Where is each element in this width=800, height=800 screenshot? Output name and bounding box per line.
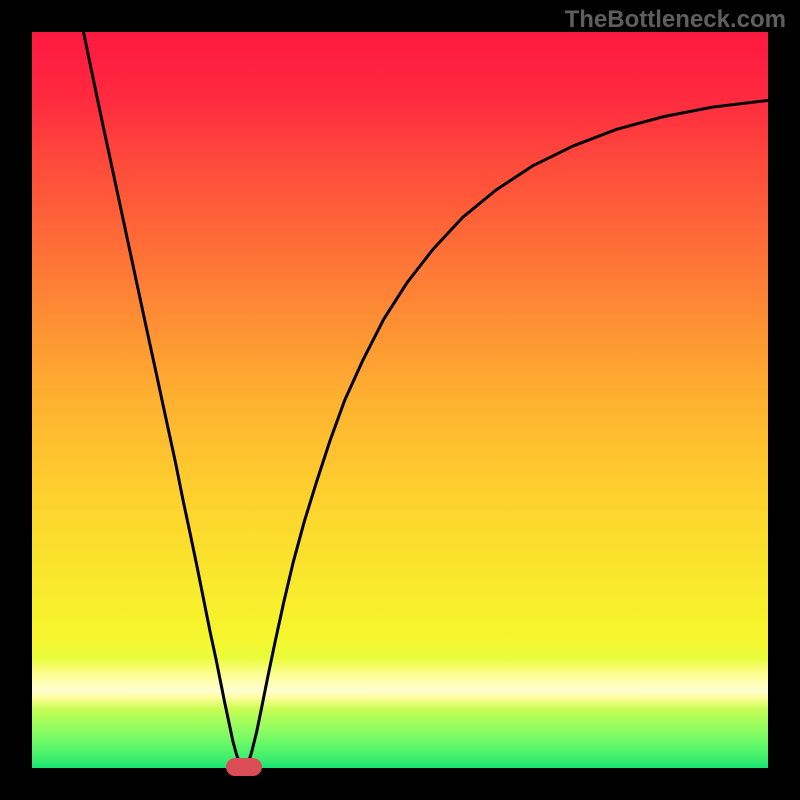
chart-curve-layer	[32, 32, 768, 768]
bottleneck-curve	[84, 32, 768, 768]
chart-plot-area	[32, 32, 768, 768]
optimum-marker	[226, 758, 262, 776]
watermark-text: TheBottleneck.com	[565, 6, 786, 34]
